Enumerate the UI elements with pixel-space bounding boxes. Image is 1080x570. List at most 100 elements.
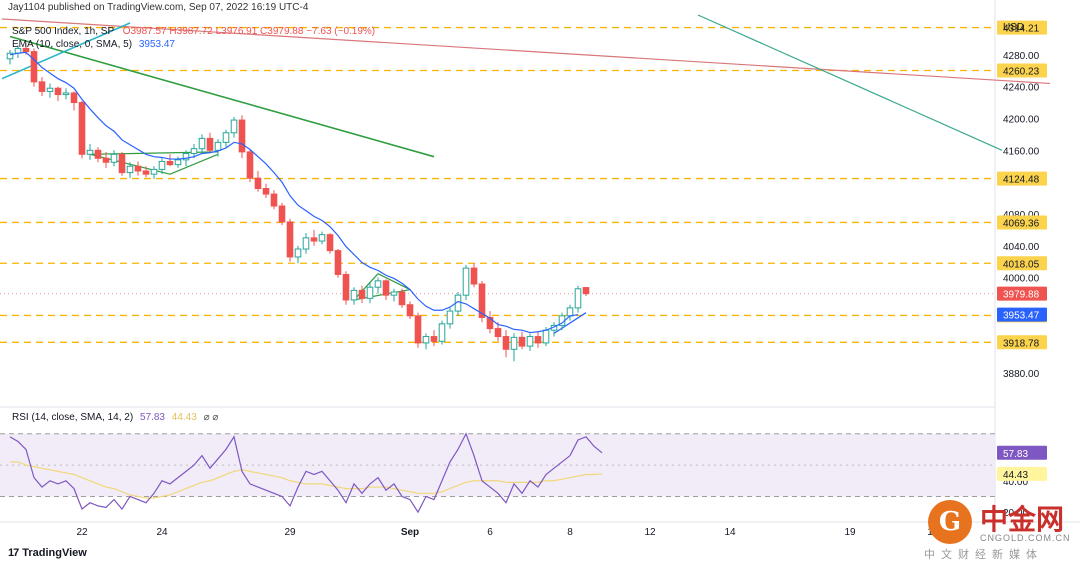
candle-body xyxy=(78,102,86,155)
time-tick-label: 12 xyxy=(644,527,656,538)
ema-polyline xyxy=(9,51,579,334)
ohlc-values: O3987.57 H3987.72 L3976.91 C3979.88 −7.6… xyxy=(122,26,376,37)
candle-body xyxy=(326,234,334,252)
publisher-line: Jay1104 published on TradingView.com, Se… xyxy=(8,2,309,13)
time-tick-label: 14 xyxy=(724,527,736,538)
candle-body xyxy=(270,193,278,207)
rsi-tick-label: 40.00 xyxy=(1003,477,1028,488)
level-tag: 4260.23 xyxy=(1003,67,1040,78)
candle-body xyxy=(374,280,382,288)
candle-body xyxy=(294,248,302,258)
candle-body xyxy=(166,160,174,166)
candle-body xyxy=(510,336,518,350)
candle-body xyxy=(478,283,486,318)
candle-body xyxy=(342,273,350,301)
candle-body xyxy=(486,316,494,330)
candle-body xyxy=(310,237,318,242)
candle-body xyxy=(118,153,126,174)
candle-body xyxy=(542,329,550,344)
candle-body xyxy=(22,47,30,53)
watermark: G 中金网 CNGOLD.COM.CN 中文财经新媒体 xyxy=(918,496,1078,566)
time-tick-label: 29 xyxy=(284,527,296,538)
time-tick-label: 6 xyxy=(487,527,493,538)
candle-body xyxy=(462,267,470,296)
tradingview-logo-icon: 17 xyxy=(8,547,19,559)
price-axis: 4280.004240.004200.004160.004080.004040.… xyxy=(997,20,1047,519)
candle-body xyxy=(230,119,238,134)
level-tag-bg xyxy=(997,20,1047,35)
arrow-up xyxy=(553,312,587,334)
candle-body xyxy=(198,137,206,150)
candle-body xyxy=(278,205,286,223)
candle-body xyxy=(86,149,94,155)
candle-body xyxy=(422,336,430,344)
level-tag-bg xyxy=(997,171,1047,186)
trendline-cyan xyxy=(1,22,131,80)
level-tag-bg xyxy=(997,335,1047,350)
time-tick-label: 8 xyxy=(567,527,573,538)
time-tick-label: 19 xyxy=(844,527,856,538)
price-tick-label: 4000.00 xyxy=(1003,274,1040,285)
candle-body xyxy=(302,237,310,250)
candle-body xyxy=(582,287,590,295)
candle-body xyxy=(30,51,38,83)
candle-body xyxy=(286,221,294,258)
time-tick-label: 22 xyxy=(76,527,88,538)
last-price-tag-bg xyxy=(997,286,1047,301)
candles xyxy=(6,42,590,362)
candle-body xyxy=(358,289,366,299)
levels xyxy=(0,26,995,343)
candle-body xyxy=(574,288,582,309)
level-tag-bg xyxy=(997,215,1047,230)
candle-body xyxy=(134,165,142,172)
candle-body xyxy=(390,291,398,296)
candle-body xyxy=(110,153,118,163)
level-tag: 4069.36 xyxy=(1003,218,1040,229)
rsi-ma-tag: 44.43 xyxy=(1003,470,1028,481)
pennant-top xyxy=(377,273,411,291)
rsi-label: RSI (14, close, SMA, 14, 2) xyxy=(12,412,134,423)
candle-body xyxy=(182,152,190,161)
rsi-line xyxy=(9,432,603,514)
candle-body xyxy=(94,149,102,159)
rsi-ma-line xyxy=(10,461,603,499)
tradingview-logo: 17 TradingView xyxy=(8,547,87,559)
level-tag: 4314.21 xyxy=(1003,24,1040,35)
candle-body xyxy=(246,151,254,179)
candle-body xyxy=(158,160,166,170)
candle-body xyxy=(54,87,62,96)
watermark-subtitle: 中文财经新媒体 xyxy=(924,549,1043,561)
candle-body xyxy=(350,289,358,301)
candle-body xyxy=(334,250,342,275)
rsi-value-tag-bg xyxy=(997,445,1047,460)
price-tick-label: 3880.00 xyxy=(1003,369,1040,380)
candle-body xyxy=(238,119,246,153)
candle-body xyxy=(494,328,502,338)
candle-body xyxy=(414,315,422,344)
candle-body xyxy=(366,286,374,299)
candle-body xyxy=(102,157,110,163)
rsi-ma-tag-bg xyxy=(997,466,1047,481)
candle-body xyxy=(150,168,158,175)
candle-body xyxy=(262,188,270,195)
candle-body xyxy=(174,159,182,166)
trendline-teal xyxy=(697,14,1003,151)
trendline-green xyxy=(9,35,435,158)
candle-body xyxy=(38,81,46,92)
rsi-visibility-icons[interactable]: ⌀ ⌀ xyxy=(203,412,219,423)
rsi-band xyxy=(0,433,995,497)
price-tick-label: 4280.00 xyxy=(1003,51,1040,62)
candle-body xyxy=(382,280,390,296)
candle-body xyxy=(438,323,446,342)
candle-body xyxy=(206,137,214,151)
price-tick-label: 4160.00 xyxy=(1003,146,1040,157)
candle-body xyxy=(526,336,534,347)
candle-body xyxy=(222,132,230,143)
candle-body xyxy=(70,92,78,104)
rsi-panel xyxy=(0,432,995,514)
triangle-right xyxy=(169,153,219,175)
last-price-tag: 3979.88 xyxy=(1003,290,1040,301)
time-tick-label: 24 xyxy=(156,527,168,538)
time-tick-label: Sep xyxy=(401,527,419,538)
